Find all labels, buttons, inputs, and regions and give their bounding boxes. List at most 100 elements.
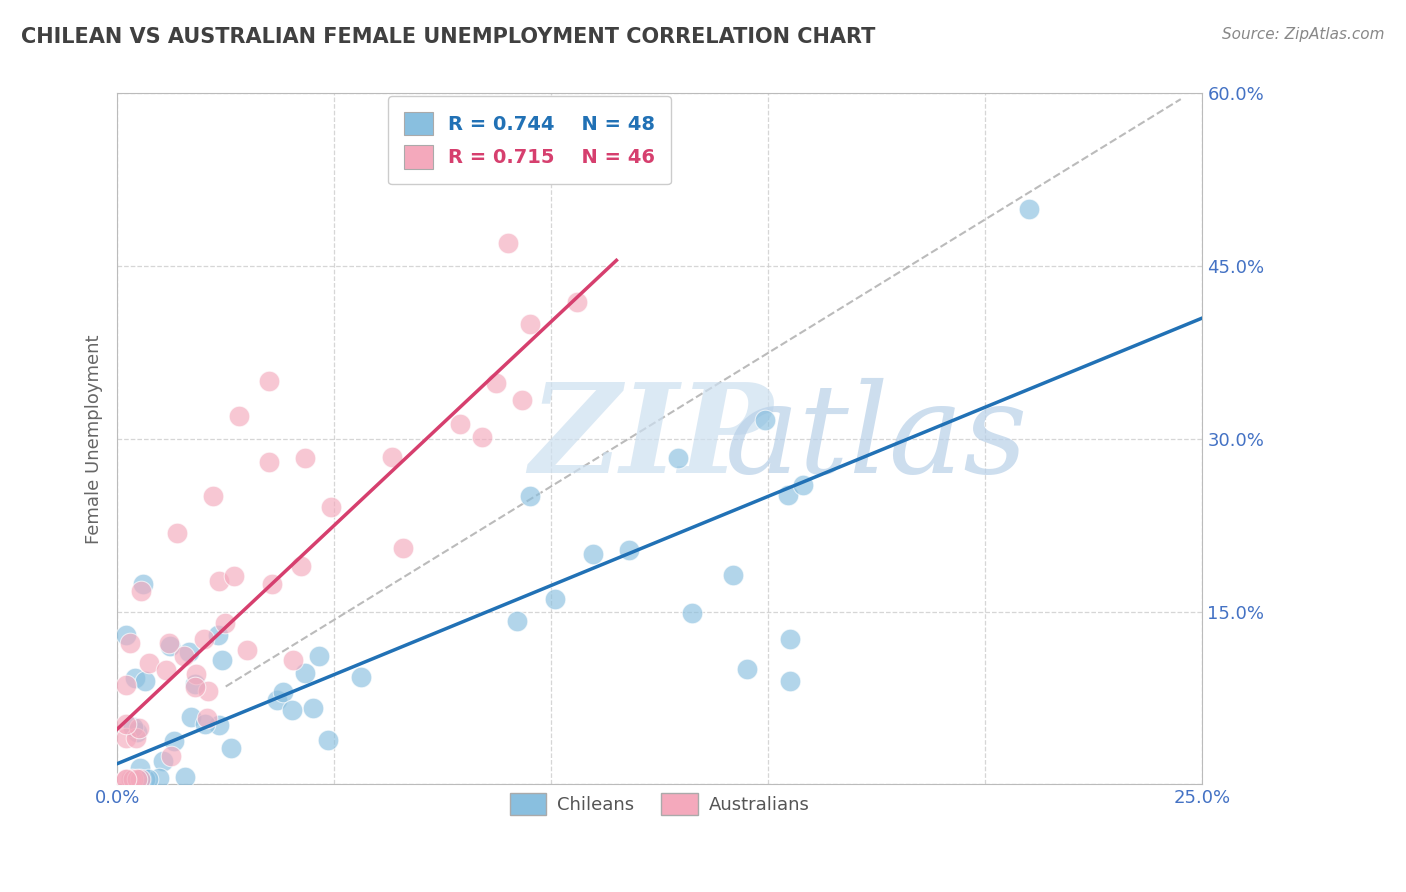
Point [115, 731, 138, 745]
Point [129, 772, 152, 786]
Point [184, 666, 207, 681]
Point [159, 748, 181, 763]
Point [127, 772, 149, 786]
Point [754, 412, 776, 426]
Point [136, 772, 159, 786]
Text: atlas: atlas [725, 378, 1028, 500]
Point [544, 592, 567, 607]
Point [294, 451, 316, 466]
Point [115, 628, 138, 642]
Point [148, 771, 170, 785]
Point [666, 450, 689, 465]
Point [183, 677, 205, 691]
Point [163, 734, 186, 748]
Point [197, 684, 219, 698]
Point [132, 577, 155, 591]
Point [115, 772, 138, 786]
Point [201, 490, 224, 504]
Point [318, 733, 340, 747]
Point [128, 721, 150, 735]
Point [519, 490, 541, 504]
Point [180, 710, 202, 724]
Point [319, 500, 342, 514]
Point [118, 636, 141, 650]
Point [510, 392, 533, 407]
Point [380, 450, 402, 464]
Legend: Chileans, Australians: Chileans, Australians [502, 784, 818, 824]
Point [262, 576, 284, 591]
Point [392, 541, 415, 556]
Point [721, 568, 744, 582]
Point [155, 663, 177, 677]
Point [131, 772, 153, 786]
Point [294, 666, 316, 681]
Point [485, 376, 508, 390]
Point [152, 754, 174, 768]
Point [124, 731, 146, 746]
Point [173, 649, 195, 664]
Point [115, 717, 138, 731]
Point [779, 632, 801, 647]
Point [308, 648, 330, 663]
Point [177, 645, 200, 659]
Point [208, 718, 231, 732]
Point [290, 558, 312, 573]
Point [281, 653, 304, 667]
Point [194, 717, 217, 731]
Point [115, 772, 138, 786]
Point [157, 636, 180, 650]
Point [134, 673, 156, 688]
Point [1018, 202, 1040, 216]
Point [174, 770, 197, 784]
Point [257, 374, 280, 388]
Point [776, 488, 799, 502]
Text: Source: ZipAtlas.com: Source: ZipAtlas.com [1222, 27, 1385, 42]
Y-axis label: Female Unemployment: Female Unemployment [86, 334, 103, 543]
Point [184, 681, 207, 695]
Point [207, 574, 229, 589]
Point [134, 772, 156, 786]
Point [779, 673, 801, 688]
Point [131, 772, 153, 786]
Point [271, 685, 294, 699]
Point [257, 455, 280, 469]
Point [222, 569, 245, 583]
Point [129, 761, 152, 775]
Point [236, 643, 259, 657]
Point [266, 692, 288, 706]
Point [582, 547, 605, 561]
Point [159, 639, 181, 653]
Point [120, 772, 142, 786]
Point [302, 701, 325, 715]
Point [131, 584, 153, 599]
Point [567, 295, 589, 310]
Point [214, 615, 236, 630]
Point [207, 628, 229, 642]
Point [619, 543, 641, 558]
Point [121, 772, 143, 786]
Point [450, 417, 472, 431]
Text: CHILEAN VS AUSTRALIAN FEMALE UNEMPLOYMENT CORRELATION CHART: CHILEAN VS AUSTRALIAN FEMALE UNEMPLOYMEN… [21, 27, 876, 46]
Point [506, 614, 529, 628]
Point [122, 720, 145, 734]
Point [219, 741, 242, 756]
Point [124, 672, 146, 686]
Point [519, 317, 541, 331]
Point [496, 236, 519, 251]
Point [280, 703, 302, 717]
Point [211, 653, 233, 667]
Point [228, 409, 250, 423]
Point [125, 724, 148, 739]
Text: ZIP: ZIP [530, 378, 773, 500]
Point [350, 669, 373, 683]
Point [197, 711, 219, 725]
Point [166, 526, 188, 541]
Point [193, 632, 215, 647]
Point [138, 657, 160, 671]
Point [792, 477, 814, 491]
Point [735, 662, 758, 676]
Point [471, 430, 494, 444]
Point [681, 607, 703, 621]
Point [115, 678, 138, 692]
Point [120, 772, 142, 786]
